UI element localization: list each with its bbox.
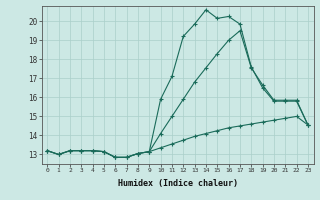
X-axis label: Humidex (Indice chaleur): Humidex (Indice chaleur) — [118, 179, 237, 188]
